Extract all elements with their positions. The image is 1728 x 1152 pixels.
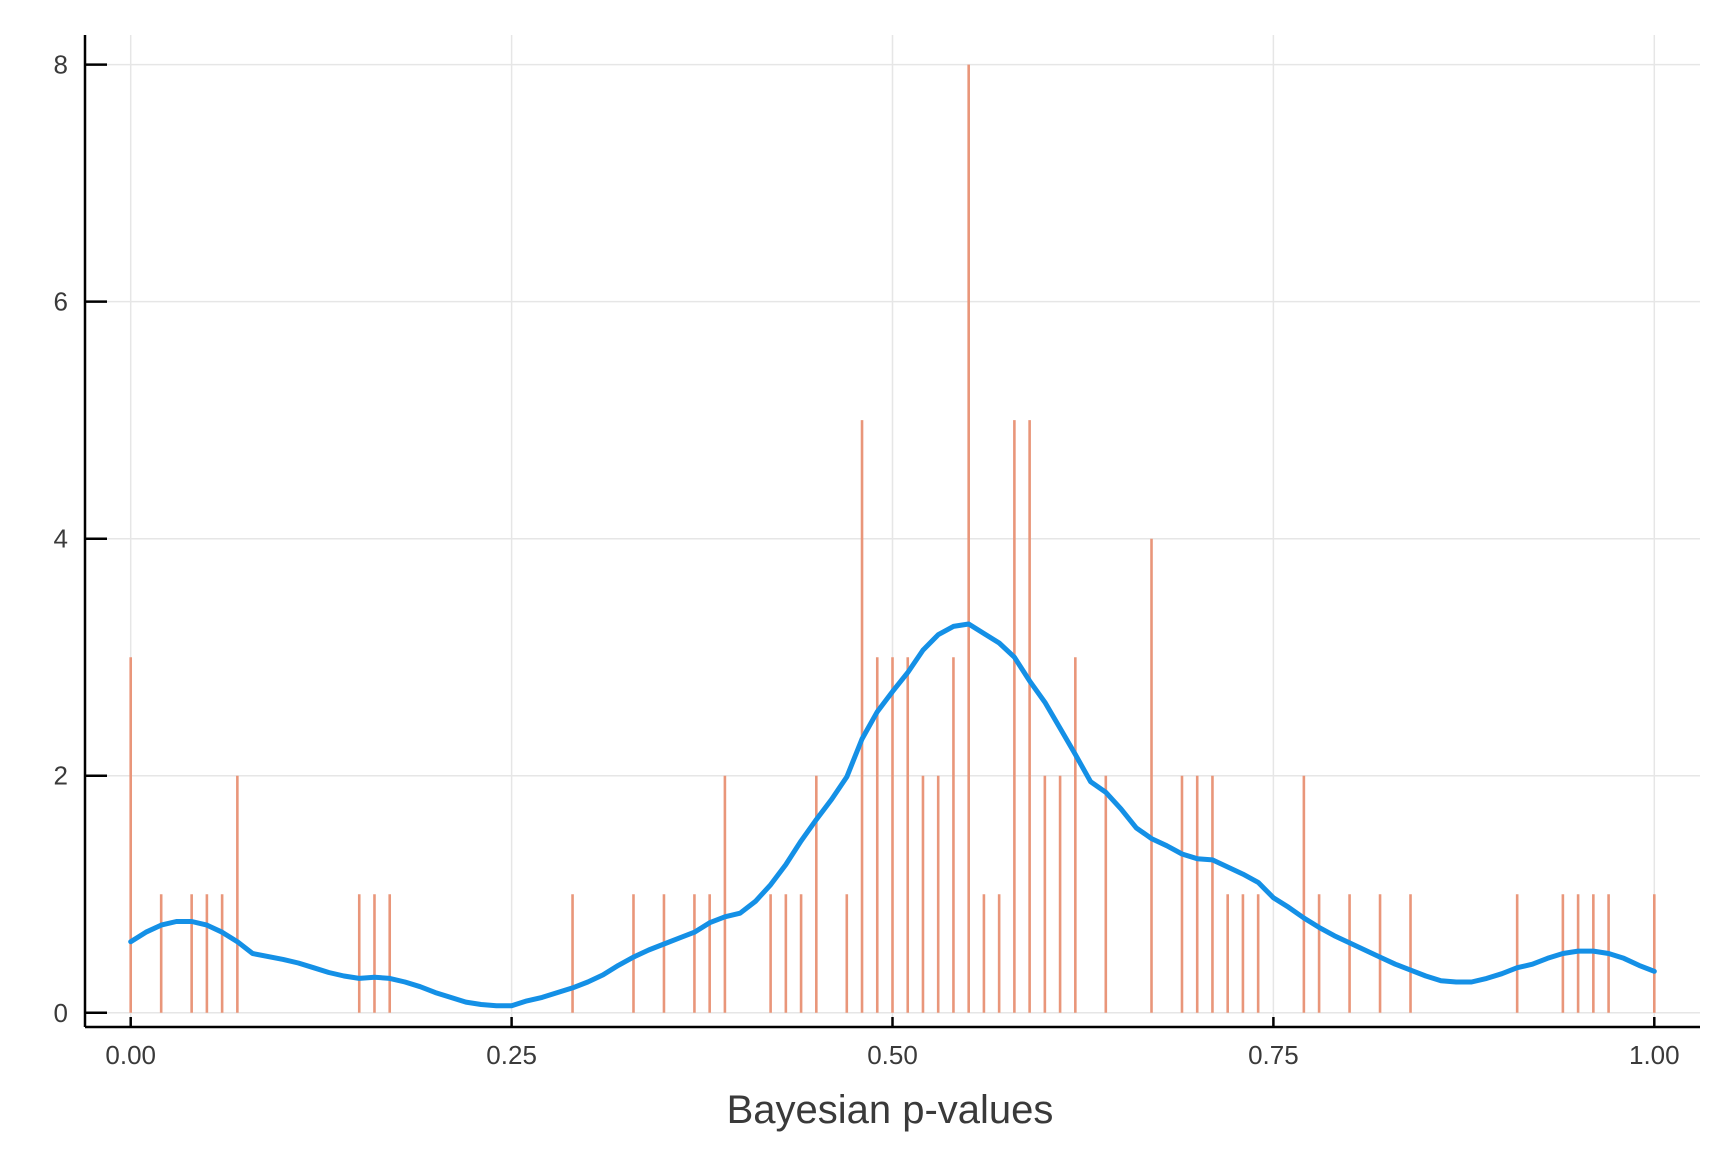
density-line xyxy=(128,621,1657,1009)
x-tick-label: 0.75 xyxy=(1248,1040,1299,1070)
y-tick-label: 6 xyxy=(54,287,68,317)
x-axis-title: Bayesian p-values xyxy=(727,1088,1054,1132)
y-tick-label: 4 xyxy=(54,524,68,554)
x-tick-label: 0.50 xyxy=(867,1040,918,1070)
x-tick-label: 1.00 xyxy=(1629,1040,1680,1070)
y-tick-label: 2 xyxy=(54,761,68,791)
histogram-sticks xyxy=(129,64,1656,1013)
density-curve-layer xyxy=(128,621,1657,1009)
x-tick-label: 0.25 xyxy=(486,1040,537,1070)
tick-labels: 0.00 0.25 0.50 0.75 1.00 0 2 4 6 8 xyxy=(54,50,1680,1070)
y-tick-label: 8 xyxy=(54,50,68,80)
axes xyxy=(83,35,1700,1029)
y-tick-label: 0 xyxy=(54,998,68,1028)
x-tick-label: 0.00 xyxy=(105,1040,156,1070)
